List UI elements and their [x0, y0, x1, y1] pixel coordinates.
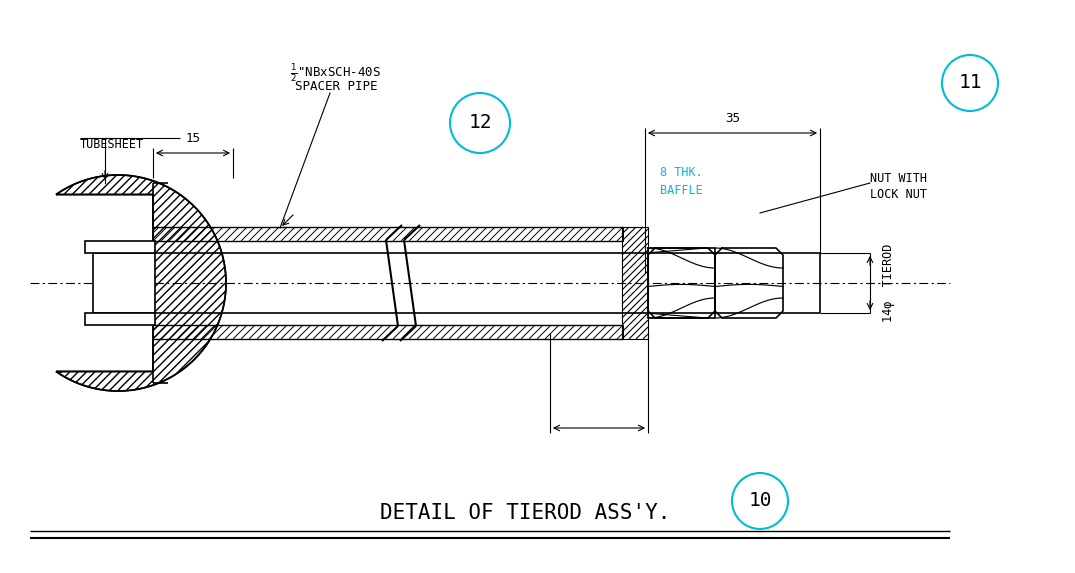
Bar	[85, 241, 155, 253]
Bar	[153, 325, 624, 339]
Bar	[85, 313, 155, 325]
Text: 10: 10	[748, 492, 772, 511]
Text: 15: 15	[186, 132, 201, 145]
Text: $\frac{1}{2}$"NBxSCH-40S: $\frac{1}{2}$"NBxSCH-40S	[290, 62, 382, 84]
Text: 11: 11	[958, 73, 981, 92]
Text: 35: 35	[725, 112, 740, 125]
Bar	[94, 253, 155, 313]
Text: 12: 12	[469, 113, 491, 132]
Text: BAFFLE: BAFFLE	[660, 183, 703, 197]
Text: DETAIL OF TIEROD ASS'Y.: DETAIL OF TIEROD ASS'Y.	[379, 503, 671, 523]
Text: NUT WITH: NUT WITH	[870, 171, 927, 185]
Text: SPACER PIPE: SPACER PIPE	[295, 80, 377, 93]
Text: LOCK NUT: LOCK NUT	[870, 189, 927, 202]
Bar	[622, 227, 648, 339]
Text: TUBESHEET: TUBESHEET	[80, 138, 144, 151]
Text: 14φ  TIEROD: 14φ TIEROD	[882, 244, 895, 322]
Polygon shape	[56, 175, 226, 391]
Bar	[153, 227, 624, 241]
Text: 8 THK.: 8 THK.	[660, 167, 703, 179]
